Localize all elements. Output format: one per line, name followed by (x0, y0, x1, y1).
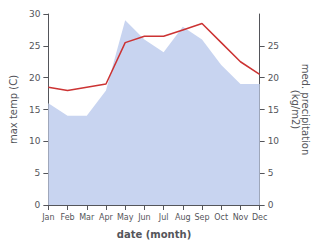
svg-text:0: 0 (268, 200, 274, 210)
svg-text:20: 20 (268, 73, 280, 83)
svg-text:Nov: Nov (233, 213, 249, 222)
svg-text:May: May (117, 213, 134, 222)
svg-text:30: 30 (29, 9, 41, 19)
svg-text:Mar: Mar (79, 213, 95, 222)
svg-text:25: 25 (268, 41, 279, 51)
svg-text:0: 0 (35, 200, 41, 210)
svg-text:max temp (C): max temp (C) (8, 75, 19, 144)
svg-text:Sep: Sep (194, 213, 209, 222)
svg-text:Apr: Apr (99, 213, 114, 222)
svg-text:15: 15 (268, 105, 279, 115)
svg-text:Aug: Aug (175, 213, 191, 222)
svg-text:Dec: Dec (252, 213, 267, 222)
svg-text:25: 25 (29, 41, 40, 51)
svg-text:20: 20 (29, 73, 41, 83)
svg-text:Jan: Jan (41, 213, 54, 222)
svg-text:10: 10 (268, 136, 280, 146)
svg-text:5: 5 (35, 168, 41, 178)
svg-text:date (month): date (month) (117, 229, 191, 240)
svg-text:(kg/m2): (kg/m2) (290, 90, 301, 130)
svg-text:Jul: Jul (158, 213, 169, 222)
svg-text:med. precipitation: med. precipitation (299, 63, 311, 156)
svg-text:Jun: Jun (137, 213, 151, 222)
svg-text:15: 15 (29, 105, 40, 115)
svg-text:Oct: Oct (214, 213, 228, 222)
svg-text:10: 10 (29, 136, 41, 146)
svg-text:Feb: Feb (60, 213, 74, 222)
svg-text:5: 5 (268, 168, 274, 178)
